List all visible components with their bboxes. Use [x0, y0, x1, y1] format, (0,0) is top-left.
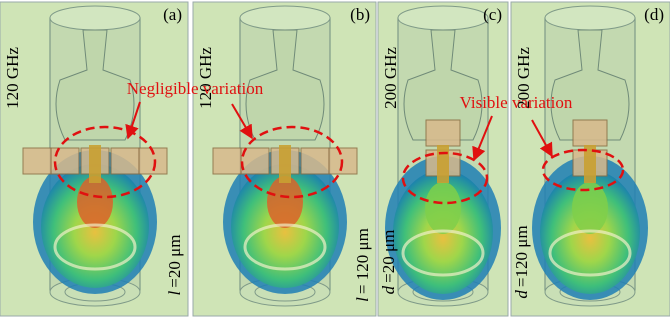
parameter-value: =20 μm — [165, 235, 184, 288]
parameter-symbol: d — [512, 290, 531, 299]
panel-tag: (d) — [644, 5, 664, 24]
cylinder-top — [398, 6, 488, 30]
parameter-value: =20 μm — [379, 230, 398, 283]
parameter-symbol: d — [379, 285, 398, 294]
panel: (a) 120 GHz l =20 μm — [0, 2, 188, 316]
cylinder-top — [240, 6, 330, 30]
parameter-value: = 120 μm — [353, 228, 372, 294]
field-core — [267, 176, 303, 228]
pad — [23, 148, 51, 174]
chip — [279, 145, 291, 183]
pad — [111, 148, 139, 174]
annotation: Visible variation — [460, 93, 573, 112]
panel-tag: (c) — [483, 5, 502, 24]
panel: (c) 200 GHz d =20 μm — [378, 2, 508, 316]
field-core — [425, 182, 461, 234]
parameter: d =120 μm — [512, 225, 531, 298]
pad — [213, 148, 241, 174]
panel-tag: (a) — [163, 5, 182, 24]
parameter-symbol: l — [165, 290, 184, 295]
panel-tag: (b) — [350, 5, 370, 24]
parameter: l = 120 μm — [353, 228, 372, 302]
pad — [573, 120, 607, 146]
pad — [426, 120, 460, 146]
pad — [301, 148, 329, 174]
page: {"panels": [ {"tag": "(a)", "frequency":… — [0, 0, 670, 318]
panel: (b) 120 GHz l = 120 μm — [193, 2, 376, 316]
field-core — [572, 182, 608, 234]
frequency: 200 GHz — [381, 47, 400, 109]
chip — [89, 145, 101, 183]
cylinder-top — [50, 6, 140, 30]
parameter-value: =120 μm — [512, 225, 531, 287]
frequency: 120 GHz — [196, 47, 215, 109]
field-core — [77, 176, 113, 228]
annotation: Negligible variation — [127, 79, 264, 98]
frequency: 120 GHz — [3, 47, 22, 109]
chip — [437, 145, 449, 183]
cylinder-top — [545, 6, 635, 30]
parameter: l =20 μm — [165, 235, 184, 296]
parameter-symbol: l — [353, 297, 372, 302]
figure: (a) 120 GHz l =20 μm (b) 120 GHz l = 120 μm (c) 2… — [0, 0, 670, 318]
